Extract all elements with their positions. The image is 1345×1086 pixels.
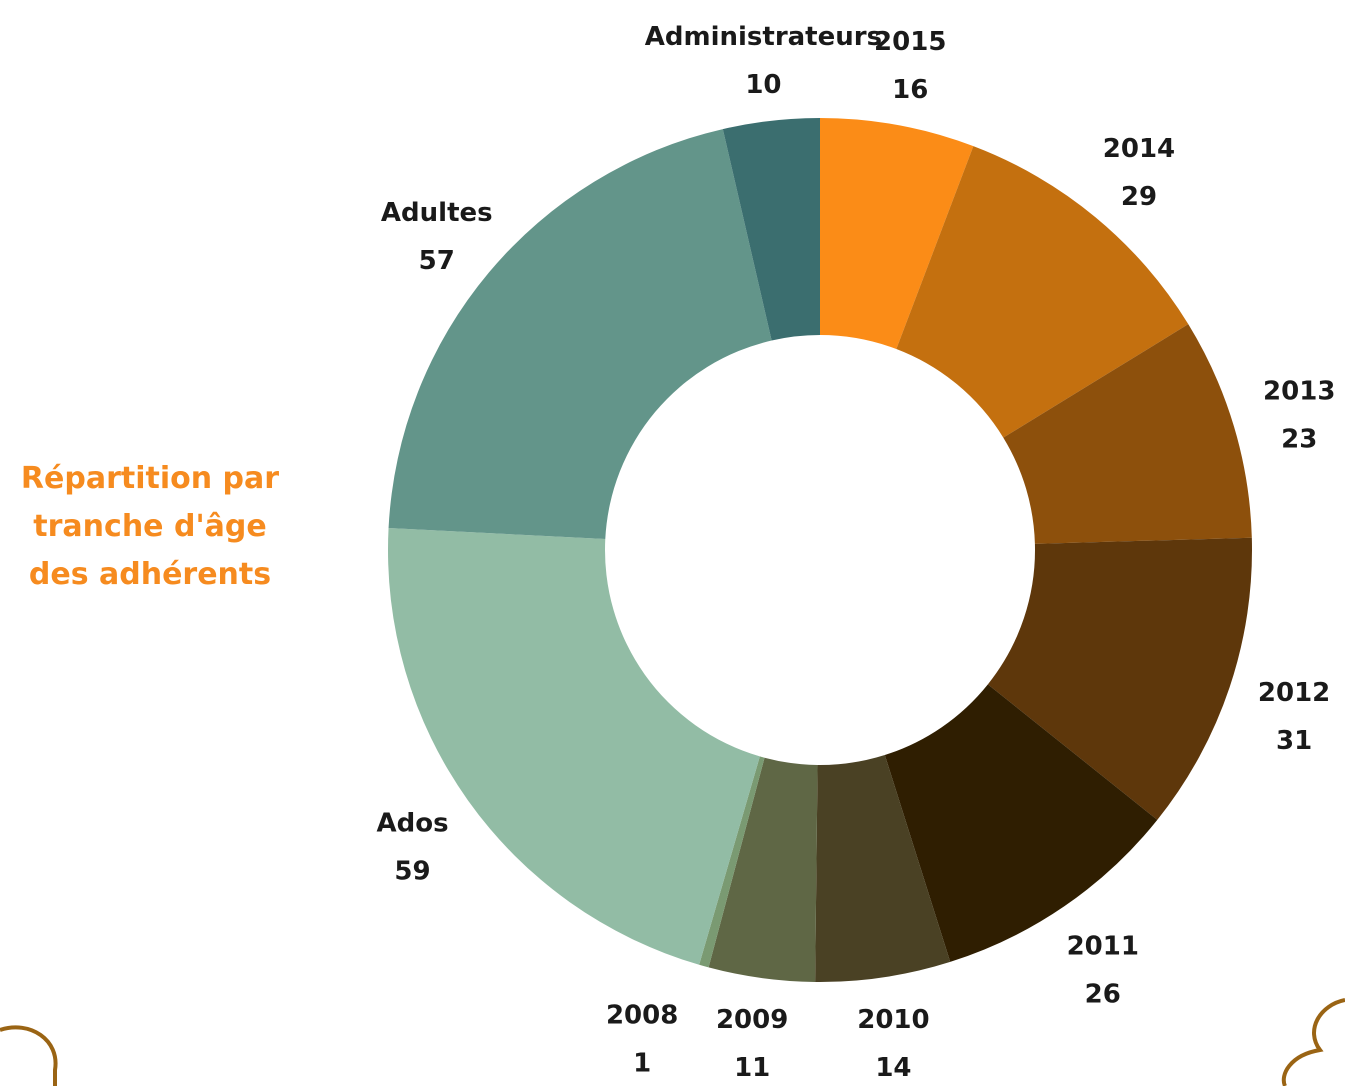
decoration — [0, 1027, 56, 1086]
slice-value: 11 — [734, 1053, 770, 1083]
slice-value: 16 — [892, 75, 928, 105]
chart-title: Répartition par tranche d'âge des adhére… — [0, 455, 300, 599]
slice-label: 2009 — [716, 1005, 788, 1035]
slice-label: 2008 — [606, 1001, 678, 1031]
slice-label: 2015 — [874, 27, 946, 57]
slice-value: 59 — [394, 857, 430, 887]
slice-label: 2014 — [1103, 134, 1175, 164]
slice-label: 2010 — [857, 1005, 929, 1035]
slice-value: 1 — [633, 1049, 651, 1079]
slice-label: 2013 — [1263, 376, 1335, 406]
page: {"chart_data": {"type": "donut", "title"… — [0, 0, 1345, 1086]
slice-value: 57 — [419, 246, 455, 276]
slice-value: 26 — [1085, 979, 1121, 1009]
slice-label: 2011 — [1067, 931, 1139, 961]
slice-value: 14 — [875, 1053, 911, 1083]
slice — [388, 528, 760, 965]
slice-value: 23 — [1281, 424, 1317, 454]
slice-label: Administrateurs — [645, 22, 882, 52]
slice-label: Adultes — [381, 198, 493, 228]
slice-label: Ados — [376, 809, 448, 839]
slice-value: 10 — [745, 70, 781, 100]
slice — [389, 129, 772, 539]
decoration — [1284, 1000, 1345, 1086]
slice-label: 2012 — [1258, 678, 1330, 708]
slice-value: 31 — [1276, 726, 1312, 756]
slice-value: 29 — [1121, 182, 1157, 212]
